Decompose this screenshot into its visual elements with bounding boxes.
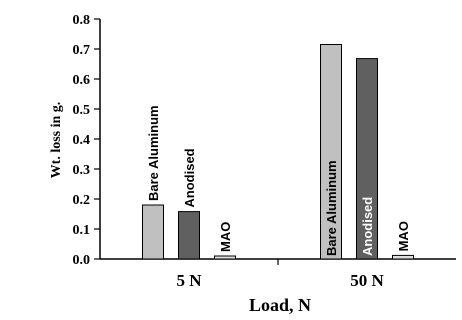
y-tick-label: 0.8 (73, 13, 91, 28)
bar-label: Bare Aluminum (324, 160, 339, 256)
y-axis-title: Wt. loss in g. (49, 102, 64, 179)
bar-label: MAO (396, 221, 411, 251)
bar-anodised (356, 58, 378, 260)
y-tick-label: 0.3 (73, 163, 91, 178)
y-tick-label: 0.6 (73, 73, 91, 88)
y-tick-label: 0.1 (73, 223, 91, 238)
bar-bare-aluminum (142, 204, 164, 260)
x-tick-label: 5 N (176, 271, 202, 290)
y-tick-label: 0.0 (73, 253, 91, 268)
y-tick-label: 0.4 (73, 133, 91, 148)
bar-bare-aluminum (320, 44, 342, 260)
bar-label: MAO (218, 222, 233, 252)
bar-label: Anodised (360, 197, 375, 256)
bar-label: Anodised (182, 148, 197, 207)
y-tick-label: 0.2 (73, 193, 91, 208)
x-axis-title: Load, N (249, 295, 311, 315)
y-tick-label: 0.7 (73, 43, 91, 58)
y-tick-label: 0.5 (73, 103, 91, 118)
bar-mao (214, 255, 236, 260)
bars: Bare Aluminum Anodised MAO Bare Aluminum Ano… (142, 44, 414, 260)
bar-label: Bare Aluminum (146, 105, 161, 201)
bar-anodised (178, 211, 200, 260)
y-axis: 0.0 0.1 0.2 0.3 0.4 0.5 0.6 0.7 0.8 (73, 13, 101, 268)
bar-mao (392, 254, 414, 260)
x-axis: 5 N 50 N (100, 258, 456, 290)
x-tick-label: 50 N (350, 271, 384, 290)
